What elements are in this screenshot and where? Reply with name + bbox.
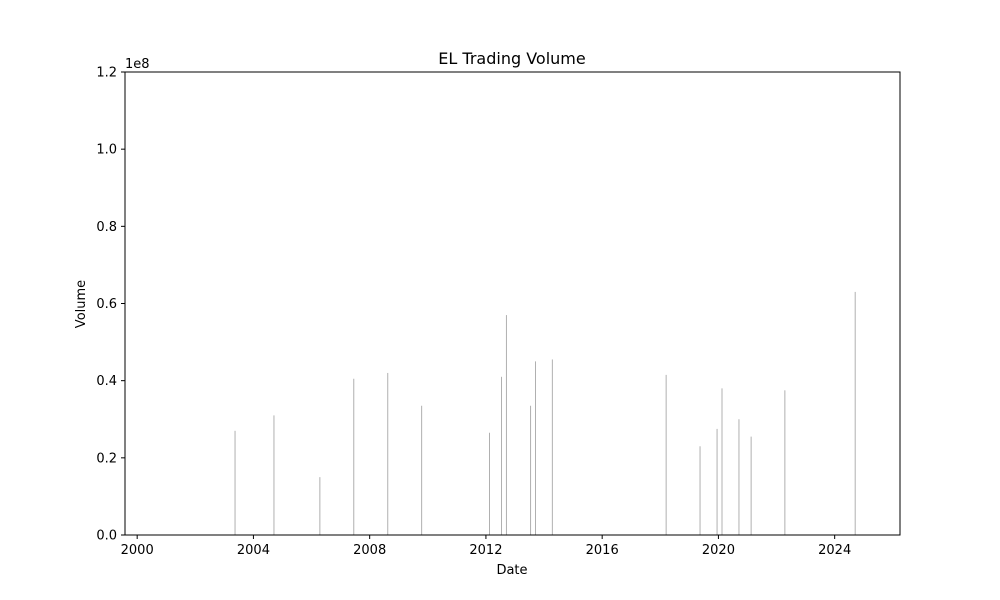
volume-bar	[530, 405, 532, 535]
x-axis-label: Date	[496, 563, 527, 578]
volume-bar	[501, 376, 503, 535]
volume-bar	[551, 359, 553, 535]
y-tick-label: 1.2	[96, 66, 117, 81]
x-tick-label: 2000	[121, 543, 154, 558]
volume-bar	[273, 415, 275, 535]
volume-bar	[665, 374, 667, 535]
y-tick-label: 0.8	[96, 220, 117, 235]
x-tick-label: 2012	[469, 543, 502, 558]
volume-bar	[489, 432, 490, 535]
plot-frame	[124, 71, 901, 536]
volume-bar	[234, 430, 236, 535]
x-tick-label: 2024	[818, 543, 851, 558]
volume-bar	[353, 378, 355, 535]
volume-bar	[721, 388, 723, 535]
volume-bar	[421, 405, 423, 535]
y-axis-ticks: 0.0 0.2 0.4 0.6 0.8 1.0 1.2	[96, 66, 125, 544]
bars-group	[234, 291, 856, 536]
volume-bar	[784, 390, 786, 535]
x-axis-ticks: 2000 2004 2008 2012 2016 2020 2024	[121, 535, 851, 558]
volume-bar	[750, 436, 752, 535]
y-tick-label: 1.0	[96, 143, 117, 158]
volume-bar	[716, 428, 718, 535]
volume-bar	[738, 419, 740, 535]
y-tick-label: 0.6	[96, 297, 117, 312]
volume-bar	[387, 372, 389, 535]
y-axis-label: Volume	[74, 280, 89, 328]
volume-bar	[505, 315, 507, 535]
x-tick-label: 2008	[353, 543, 386, 558]
x-tick-label: 2016	[586, 543, 619, 558]
volume-bar	[319, 477, 321, 536]
x-tick-label: 2020	[702, 543, 735, 558]
x-tick-label: 2004	[237, 543, 270, 558]
volume-bar	[699, 446, 701, 535]
volume-bar	[854, 291, 856, 535]
y-tick-label: 0.4	[96, 374, 117, 389]
y-tick-label: 0.2	[96, 451, 117, 466]
volume-bar	[535, 361, 536, 536]
chart-title: EL Trading Volume	[438, 49, 585, 68]
y-tick-label: 0.0	[96, 529, 117, 544]
y-axis-multiplier: 1e8	[125, 57, 150, 72]
